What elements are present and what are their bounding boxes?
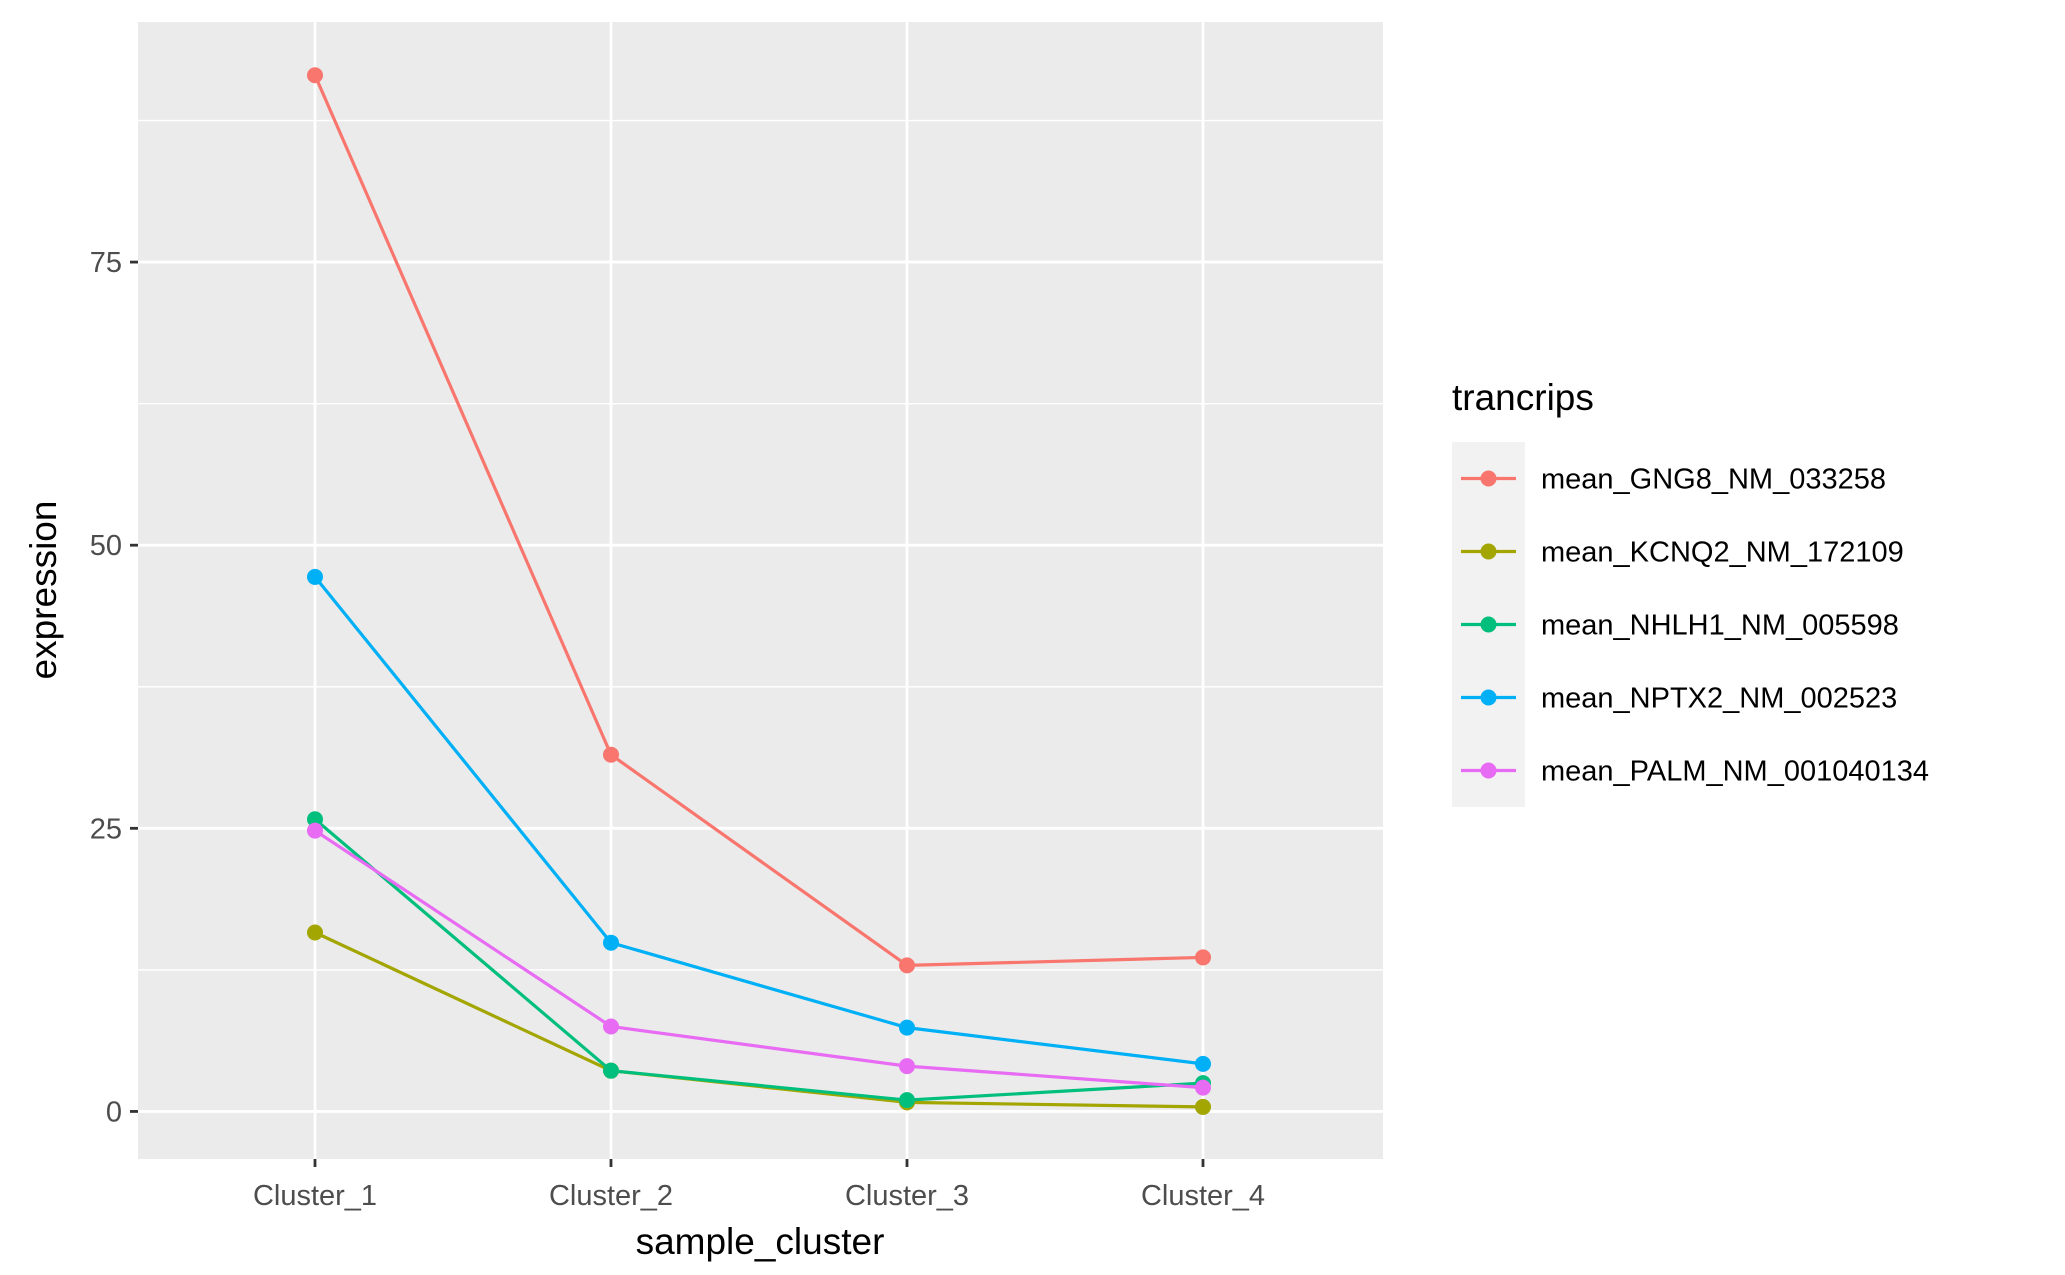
data-point	[1195, 949, 1211, 966]
series-line	[313, 818, 1204, 1102]
tick-labels: 0 25 50 75 Cluster_1 Cluster_2 Cluster_3 Cluste…	[90, 247, 1265, 1212]
legend-label: mean_NPTX2_NM_002523	[1541, 683, 1897, 715]
series-layer	[307, 67, 1211, 1115]
legend-item: mean_PALM_NM_001040134	[1461, 756, 1929, 788]
legend-title: trancrips	[1452, 377, 1594, 418]
data-point	[899, 957, 915, 974]
data-point	[603, 1062, 619, 1079]
legend-key-point	[1480, 543, 1497, 560]
data-point	[899, 1019, 915, 1036]
series-mean_NPTX2_NM_002523	[307, 568, 1211, 1072]
data-point	[307, 924, 323, 941]
data-point	[307, 67, 323, 84]
legend-item: mean_NHLH1_NM_005598	[1461, 610, 1899, 642]
axis-ticks	[130, 260, 1205, 1167]
series-line	[314, 829, 1204, 1090]
legend-item: mean_KCNQ2_NM_172109	[1461, 537, 1904, 569]
y-axis-title: expression	[23, 501, 64, 680]
legend-key-point	[1480, 762, 1497, 779]
legend-key-point	[1480, 470, 1497, 487]
legend-items: mean_GNG8_NM_033258 mean_KCNQ2_NM_172109m…	[1452, 442, 1929, 807]
minor-gridlines	[138, 119, 1383, 971]
x-tick-label: Cluster_1	[253, 1180, 377, 1212]
legend: trancrips mean_GNG8_NM_033258 mean_KCNQ2_…	[1452, 377, 1929, 807]
legend-label: mean_NHLH1_NM_005598	[1541, 610, 1899, 642]
legend-key-point	[1480, 616, 1497, 633]
data-point	[307, 822, 323, 839]
data-point	[899, 1058, 915, 1075]
data-point	[603, 934, 619, 951]
x-tick-label: Cluster_3	[845, 1180, 969, 1212]
data-point	[1195, 1055, 1211, 1072]
data-point	[307, 568, 323, 585]
x-tick-label: Cluster_4	[1141, 1180, 1265, 1212]
legend-label: mean_KCNQ2_NM_172109	[1541, 537, 1904, 569]
y-tick-label: 25	[90, 813, 122, 845]
data-point	[603, 746, 619, 763]
data-point	[1195, 1098, 1211, 1115]
data-point	[1195, 1079, 1211, 1096]
series-mean_GNG8_NM_033258	[307, 67, 1211, 974]
legend-key-point	[1480, 689, 1497, 706]
series-mean_PALM_NM_001040134	[307, 822, 1211, 1096]
legend-item: mean_GNG8_NM_033258	[1461, 464, 1886, 496]
y-tick-label: 0	[106, 1096, 122, 1128]
data-point	[603, 1018, 619, 1035]
data-point	[899, 1092, 915, 1109]
legend-item: mean_NPTX2_NM_002523	[1461, 683, 1897, 715]
x-axis-title: sample_cluster	[636, 1221, 885, 1262]
legend-label: mean_GNG8_NM_033258	[1541, 464, 1886, 496]
series-line	[313, 74, 1204, 967]
legend-label: mean_PALM_NM_001040134	[1541, 756, 1929, 788]
series-line	[313, 575, 1204, 1066]
data-point	[307, 811, 323, 828]
y-tick-label: 75	[90, 247, 122, 279]
x-tick-label: Cluster_2	[549, 1180, 673, 1212]
y-tick-label: 50	[90, 530, 122, 562]
